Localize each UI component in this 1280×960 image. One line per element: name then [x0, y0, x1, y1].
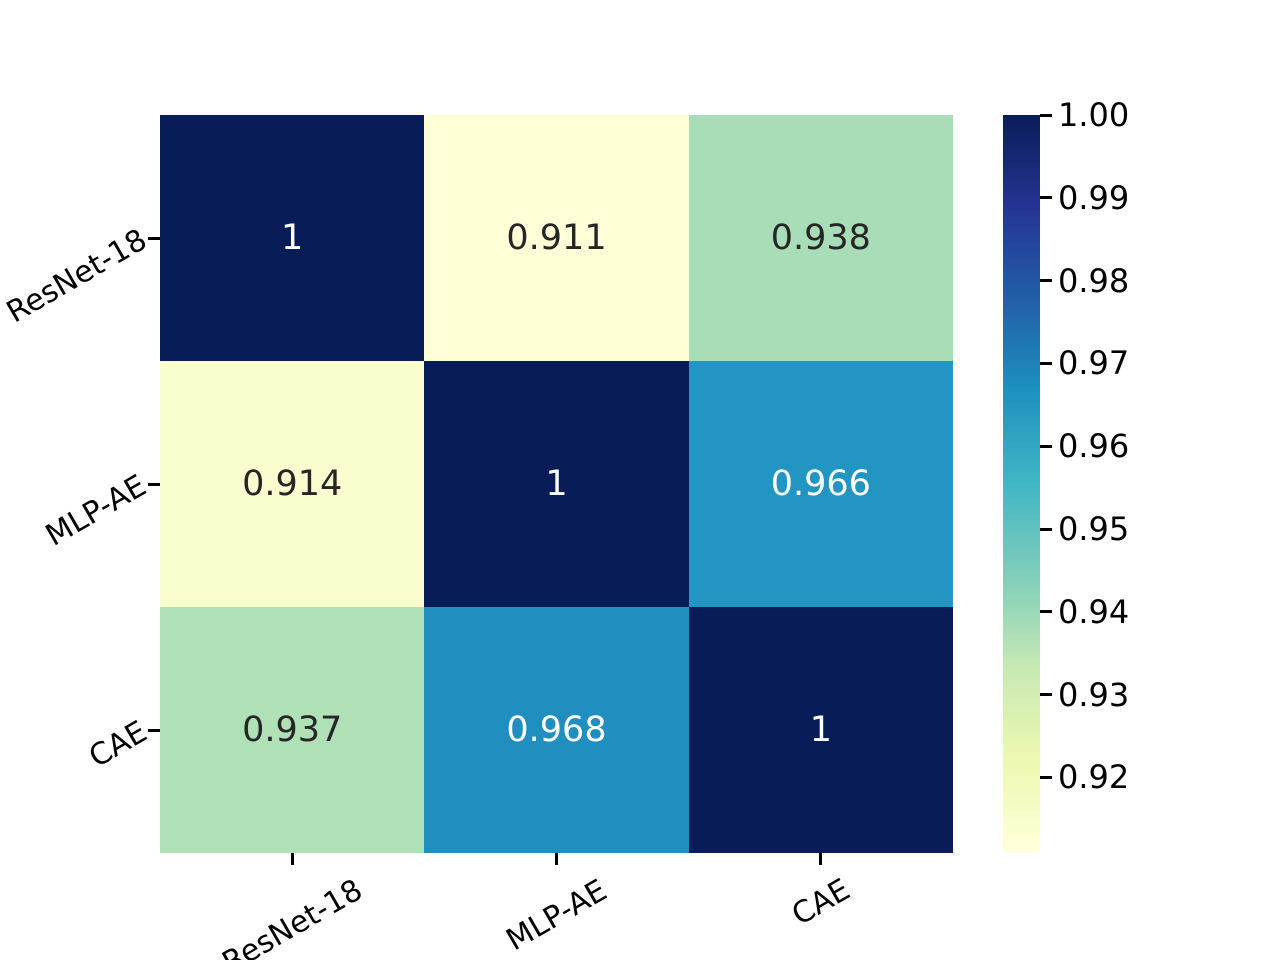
colorbar-tick-label-0.94: 0.94 [1058, 592, 1130, 631]
heatmap-cell-MLP-AE-CAE: 0.966 [688, 361, 953, 607]
colorbar-tick-mark [1040, 527, 1052, 531]
colorbar-tick-label-0.97: 0.97 [1058, 344, 1130, 383]
x-tick-mark [555, 853, 558, 865]
colorbar-tick-label-1.00: 1.00 [1058, 96, 1130, 134]
heatmap-cell-CAE-ResNet-18: 0.937 [160, 607, 425, 853]
x-tick-label-ResNet-18: ResNet-18 [216, 872, 369, 960]
cell-value: 0.938 [770, 217, 871, 258]
cell-value: 0.911 [506, 217, 607, 258]
heatmap-cell-MLP-AE-ResNet-18: 0.914 [160, 361, 425, 607]
colorbar-tick-mark [1040, 693, 1052, 697]
cell-value: 0.968 [506, 709, 607, 750]
x-tick-mark [819, 853, 823, 865]
colorbar-tick-mark [1040, 444, 1052, 448]
x-tick-label-CAE: CAE [786, 872, 856, 934]
colorbar-tick-label-0.98: 0.98 [1058, 261, 1130, 300]
colorbar-tick-label-0.96: 0.96 [1058, 427, 1130, 466]
y-tick-mark [148, 728, 160, 732]
y-tick-label-MLP-AE: MLP-AE [39, 468, 153, 554]
x-tick-label-MLP-AE: MLP-AE [499, 872, 613, 959]
colorbar-tick-mark [1040, 361, 1052, 365]
heatmap-cell-ResNet-18-CAE: 0.938 [688, 115, 953, 361]
heatmap-cell-CAE-MLP-AE: 0.968 [424, 607, 689, 853]
cell-value: 0.914 [242, 463, 343, 504]
colorbar-tick-label-0.93: 0.93 [1058, 675, 1130, 714]
cell-value: 1 [545, 463, 568, 504]
x-tick-mark [290, 853, 294, 865]
heatmap-cell-ResNet-18-ResNet-18: 1 [160, 115, 425, 361]
colorbar-tick-label-0.92: 0.92 [1058, 758, 1130, 797]
colorbar-gradient [1003, 115, 1040, 852]
colorbar-tick-label-0.95: 0.95 [1058, 510, 1130, 549]
y-tick-mark [148, 236, 160, 240]
heatmap-cell-ResNet-18-MLP-AE: 0.911 [424, 115, 689, 361]
heatmap-cell-MLP-AE-MLP-AE: 1 [424, 361, 689, 607]
y-tick-label-ResNet-18: ResNet-18 [0, 222, 153, 331]
y-tick-mark [148, 482, 160, 486]
heatmap-grid: 1 0.911 0.938 0.914 1 0.966 0.937 0.968 1 [160, 115, 953, 853]
cell-value: 1 [281, 217, 304, 258]
cell-value: 1 [809, 709, 832, 750]
cell-value: 0.937 [242, 709, 343, 750]
colorbar-tick-mark [1040, 775, 1052, 779]
colorbar-tick-mark [1040, 610, 1052, 614]
colorbar-tick-mark [1040, 196, 1052, 200]
cell-value: 0.966 [770, 463, 871, 504]
colorbar-tick-label-0.99: 0.99 [1058, 178, 1130, 217]
colorbar-tick-mark [1040, 279, 1052, 283]
colorbar-tick-mark [1040, 113, 1052, 117]
y-tick-label-CAE: CAE [83, 714, 154, 775]
heatmap-cell-CAE-CAE: 1 [688, 607, 953, 853]
